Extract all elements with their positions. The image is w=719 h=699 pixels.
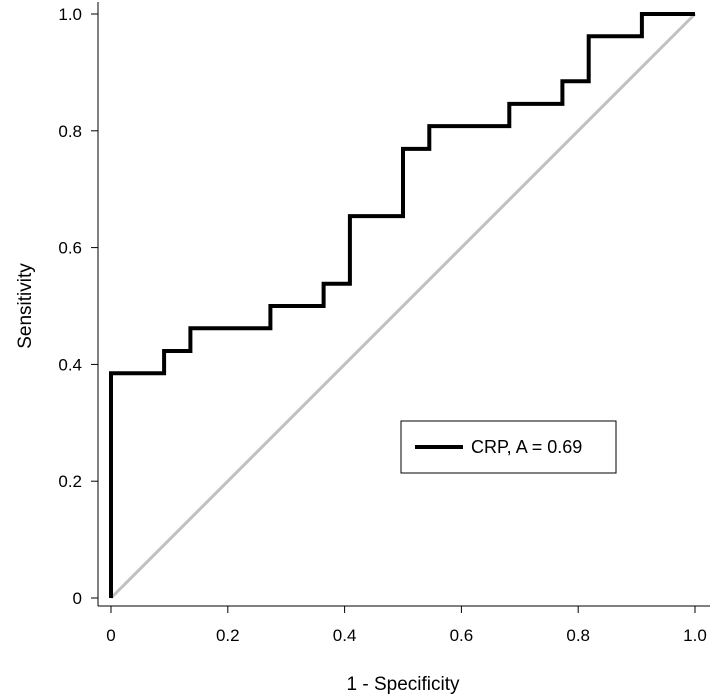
x-tick-label: 1.0	[683, 626, 707, 645]
x-tick-label: 0.8	[566, 626, 590, 645]
y-tick-label: 0.8	[58, 122, 82, 141]
series-layer	[109, 12, 697, 600]
x-tick-label: 0.2	[216, 626, 240, 645]
y-axis-title: Sensitivity	[15, 263, 36, 349]
y-tick-label: 1.0	[58, 5, 82, 24]
y-tick-label: 0	[73, 589, 82, 608]
reference-diagonal-line	[109, 12, 697, 600]
y-axis-ticks: 0 0.2 0.4 0.6 0.8 1.0	[58, 5, 98, 608]
y-tick-label: 0.4	[58, 355, 82, 374]
x-tick-label: 0	[106, 626, 115, 645]
y-tick-label: 0.6	[58, 239, 82, 258]
x-axis-ticks: 0 0.2 0.4 0.6 0.8 1.0	[106, 606, 707, 645]
x-tick-label: 0.4	[333, 626, 357, 645]
x-axis-title: 1 - Specificity	[347, 674, 460, 695]
x-tick-label: 0.6	[450, 626, 474, 645]
roc-curve-line	[109, 12, 695, 598]
legend: CRP, A = 0.69	[400, 420, 617, 474]
legend-label: CRP, A = 0.69	[471, 437, 582, 457]
plot-area: 0 0.2 0.4 0.6 0.8 1.0 0 0.2 0.4 0.6 0.8 1.0	[58, 2, 710, 645]
y-tick-label: 0.2	[58, 472, 82, 491]
